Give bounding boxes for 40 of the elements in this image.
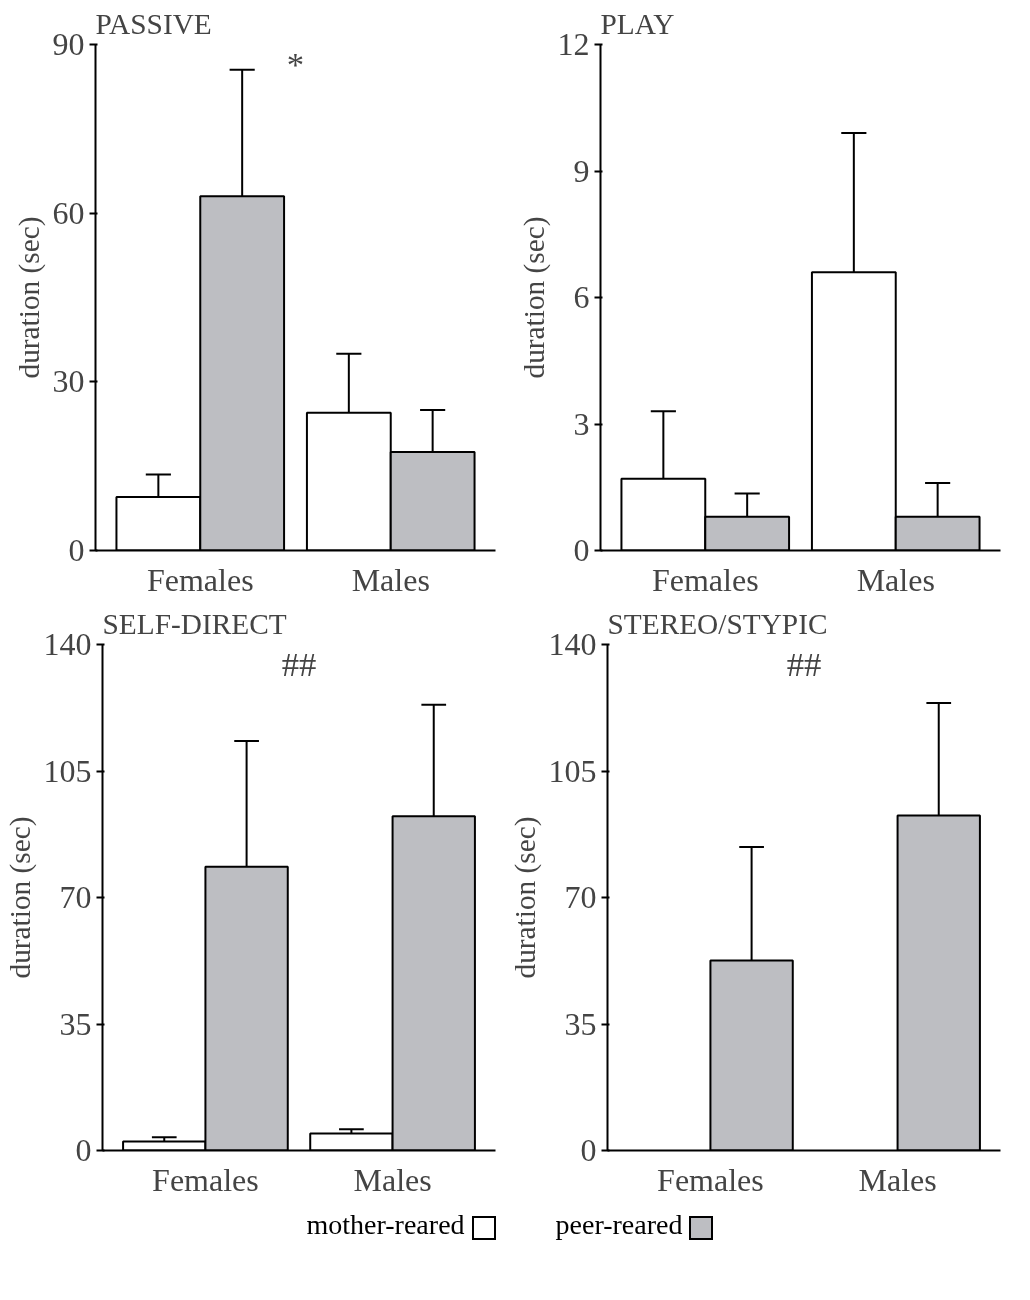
y-tick-label: 90 [52, 26, 85, 62]
y-tick-label: 105 [548, 752, 597, 789]
x-tick-label: Males [351, 561, 430, 598]
y-tick-label: 3 [573, 405, 590, 442]
legend-label: mother-reared [306, 1209, 466, 1240]
y-tick-label: 6 [573, 279, 590, 315]
y-tick-label: 140 [548, 626, 597, 662]
y-axis-title: duration (sec) [3, 816, 37, 979]
y-tick-label: 35 [564, 1005, 597, 1042]
y-tick-label: 0 [580, 1132, 597, 1168]
y-tick-label: 105 [43, 752, 92, 789]
x-tick-label: Females [651, 561, 759, 598]
chart-title: STEREO/STYPIC [607, 607, 828, 640]
x-tick-label: Females [146, 561, 254, 598]
y-tick-label: 70 [564, 879, 597, 915]
y-axis-title: duration (sec) [508, 816, 542, 979]
chart-title: PLAY [600, 7, 675, 40]
chart-title: SELF-DIRECT [102, 607, 287, 640]
y-tick-label: 9 [573, 152, 590, 189]
y-tick-label: 0 [68, 532, 85, 568]
annotation: ## [786, 644, 822, 683]
y-tick-label: 140 [43, 626, 92, 662]
y-tick-label: 0 [75, 1132, 92, 1168]
y-tick-label: 60 [52, 194, 85, 231]
x-tick-label: Males [858, 1161, 937, 1198]
chart-title: PASSIVE [95, 7, 212, 40]
y-axis-title: duration (sec) [12, 216, 46, 379]
x-tick-label: Females [152, 1161, 259, 1198]
y-tick-label: 35 [59, 1005, 92, 1042]
legend-label: peer-reared [555, 1209, 684, 1240]
y-tick-label: 30 [52, 363, 85, 400]
y-axis-title: duration (sec) [517, 216, 551, 379]
y-tick-label: 70 [59, 879, 92, 915]
x-tick-label: Males [353, 1161, 432, 1198]
y-tick-label: 0 [573, 532, 590, 568]
x-tick-label: Females [657, 1161, 764, 1198]
x-tick-label: Males [856, 561, 935, 598]
annotation: ## [281, 644, 317, 683]
y-tick-label: 12 [557, 26, 590, 62]
annotation: * [286, 44, 305, 83]
